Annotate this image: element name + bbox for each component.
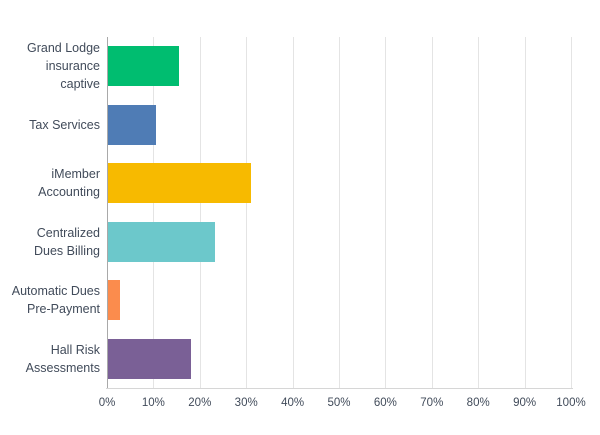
axis-tick-label-0: 0% — [98, 397, 116, 409]
category-label-automatic-dues-pre-payment: Automatic Dues Pre-Payment — [11, 284, 100, 317]
axis-tick-label-100: 100% — [556, 397, 586, 409]
bar-centralized-dues-billing — [108, 221, 216, 262]
axis-tick-label-90: 90% — [513, 397, 537, 409]
category-label-grand-lodge-insurance-captive: Grand Lodge insurance captive — [27, 41, 100, 92]
axis-tick-label-70: 70% — [420, 397, 444, 409]
zero-axis-gridline — [107, 37, 108, 388]
bar-hall-risk-assessments — [108, 338, 192, 379]
gridline — [571, 37, 572, 388]
axis-tick-label-20: 20% — [188, 397, 212, 409]
category-label-hall-risk-assessments: Hall Risk Assessments — [25, 342, 100, 375]
axis-baseline — [106, 388, 573, 389]
gridline — [478, 37, 480, 388]
gridline — [246, 37, 248, 388]
axis-tick-label-80: 80% — [466, 397, 490, 409]
category-label-centralized-dues-billing: Centralized Dues Billing — [33, 225, 100, 258]
gridline — [431, 37, 433, 388]
category-label-imember-accounting: iMember Accounting — [38, 167, 100, 200]
bar-automatic-dues-pre-payment — [108, 280, 120, 321]
gridline — [199, 37, 201, 388]
gridline — [292, 37, 294, 388]
bar-grand-lodge-insurance-captive — [108, 46, 180, 87]
category-label-tax-services: Tax Services — [29, 117, 100, 132]
bar-imember-accounting — [108, 163, 251, 204]
gridline — [524, 37, 526, 388]
axis-tick-label-60: 60% — [373, 397, 397, 409]
axis-tick-label-10: 10% — [141, 397, 165, 409]
gridline — [385, 37, 387, 388]
gridline — [339, 37, 340, 388]
axis-tick-label-30: 30% — [234, 397, 258, 409]
bar-tax-services — [108, 104, 156, 145]
axis-tick-label-40: 40% — [281, 397, 305, 409]
gridline — [153, 37, 155, 388]
axis-tick-label-50: 50% — [327, 397, 351, 409]
